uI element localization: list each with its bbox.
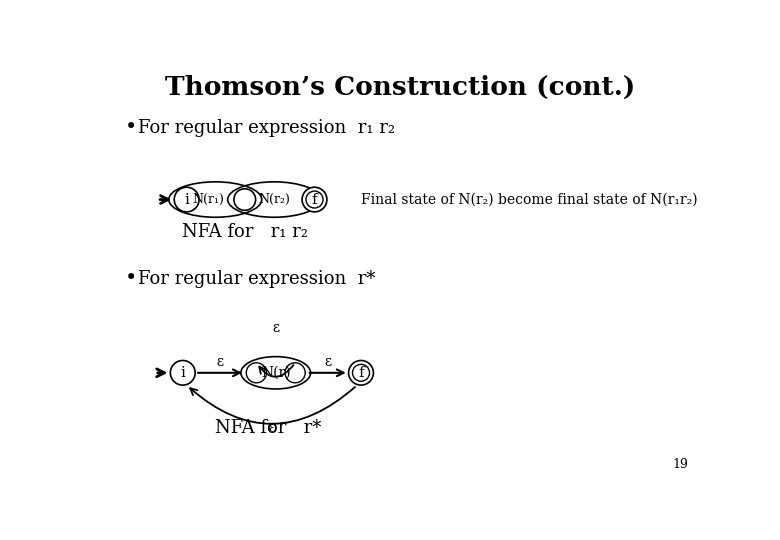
- Text: ε: ε: [268, 421, 275, 435]
- Text: NFA for   r*: NFA for r*: [215, 419, 321, 437]
- Text: Thomson’s Construction (cont.): Thomson’s Construction (cont.): [165, 76, 635, 100]
- Text: •: •: [125, 118, 136, 138]
- Text: N(r₂): N(r₂): [258, 193, 290, 206]
- Text: For regular expression  r*: For regular expression r*: [138, 270, 375, 288]
- Text: i: i: [184, 193, 189, 206]
- Text: N(r₁): N(r₁): [193, 193, 225, 206]
- Text: Final state of N(r₂) become final state of N(r₁r₂): Final state of N(r₂) become final state …: [361, 193, 697, 206]
- Circle shape: [174, 187, 199, 212]
- Text: f: f: [358, 366, 363, 380]
- Text: ε: ε: [216, 355, 224, 369]
- Circle shape: [170, 361, 195, 385]
- Text: f: f: [312, 193, 317, 206]
- Circle shape: [234, 189, 256, 211]
- Text: •: •: [125, 269, 136, 288]
- Circle shape: [302, 187, 327, 212]
- Text: i: i: [180, 366, 185, 380]
- Text: ε: ε: [324, 355, 331, 369]
- Text: N(r): N(r): [261, 366, 291, 380]
- Text: ε: ε: [272, 321, 279, 335]
- Text: NFA for   r₁ r₂: NFA for r₁ r₂: [182, 223, 308, 241]
- Ellipse shape: [241, 356, 310, 389]
- Text: For regular expression  r₁ r₂: For regular expression r₁ r₂: [138, 119, 395, 137]
- Circle shape: [349, 361, 374, 385]
- Circle shape: [246, 363, 267, 383]
- Circle shape: [285, 363, 305, 383]
- Text: 19: 19: [672, 457, 688, 470]
